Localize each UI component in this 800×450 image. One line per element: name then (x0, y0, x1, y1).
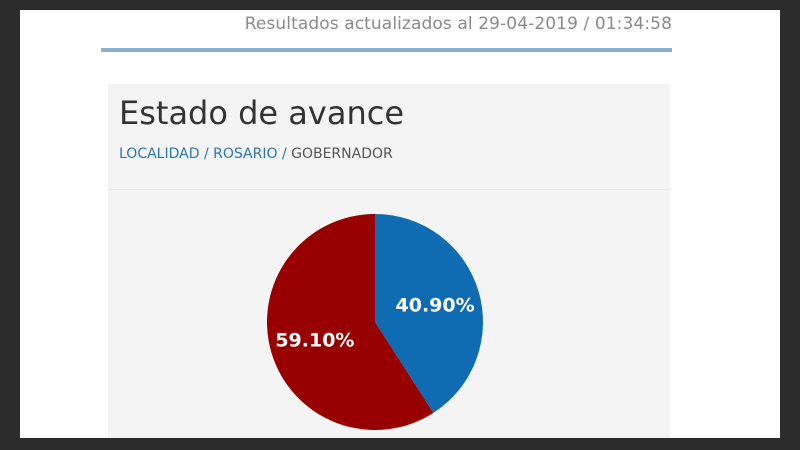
breadcrumb: LOCALIDAD / ROSARIO / GOBERNADOR (119, 146, 393, 162)
breadcrumb-current: GOBERNADOR (291, 146, 393, 162)
progress-panel: Estado de avance LOCALIDAD / ROSARIO / G… (108, 84, 670, 438)
pie-slice-1 (267, 214, 434, 430)
pie-slice-label-0: 40.90% (396, 294, 475, 316)
header-divider (101, 48, 672, 52)
page-frame: Resultados actualizados al 29-04-2019 / … (20, 10, 780, 438)
breadcrumb-link-localidad[interactable]: LOCALIDAD (119, 146, 200, 162)
pie-chart: 40.90% 59.10% (267, 214, 484, 430)
last-updated-text: Resultados actualizados al 29-04-2019 / … (244, 14, 672, 34)
pie-slice-0 (375, 214, 484, 413)
pie-slice-label-1: 59.10% (275, 330, 354, 352)
breadcrumb-link-rosario[interactable]: ROSARIO (213, 146, 278, 162)
breadcrumb-separator: / (203, 146, 209, 162)
breadcrumb-separator: / (281, 146, 287, 162)
panel-divider (108, 189, 670, 190)
panel-title: Estado de avance (119, 94, 404, 132)
